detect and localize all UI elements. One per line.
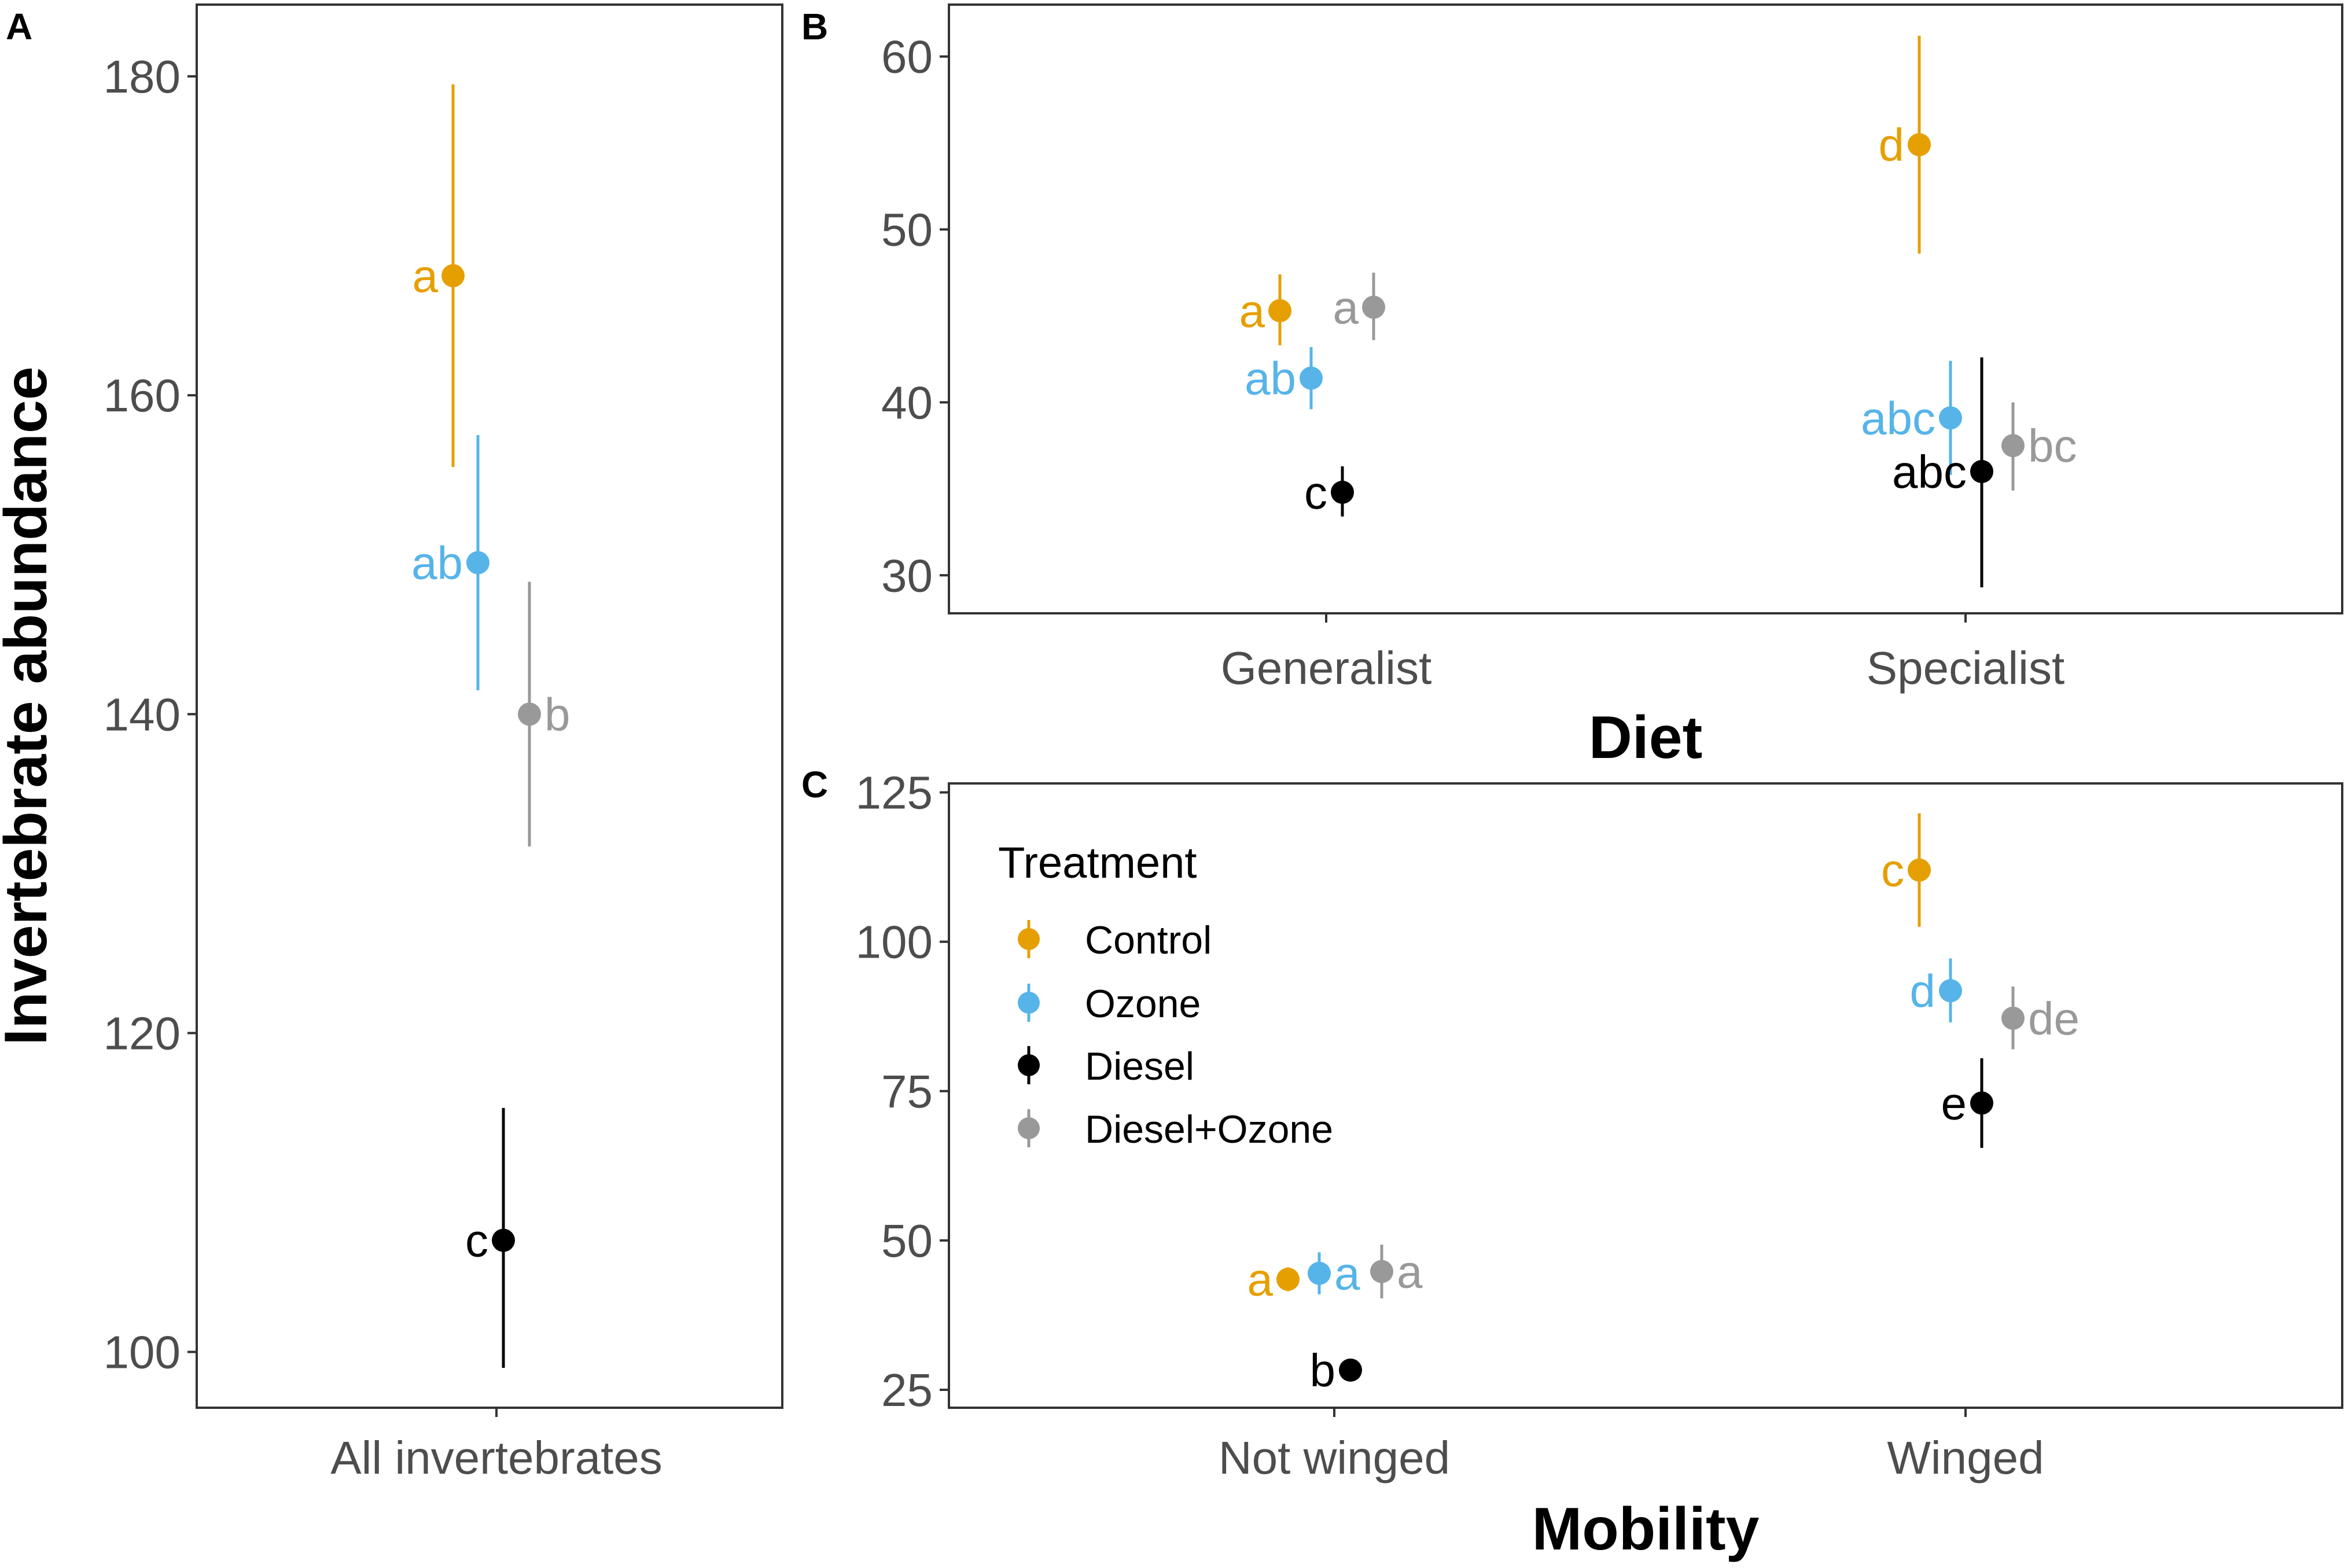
legend-item-control: Control — [1018, 918, 1212, 962]
panel-a-ozone-all-invertebrates-point — [466, 551, 490, 575]
legend-item-diesel-ozone: Diesel+Ozone — [1018, 1107, 1333, 1151]
panel-c-ozone-winged-point — [1939, 979, 1962, 1003]
panel-c-letter: C — [801, 764, 828, 805]
legend-swatch-diesel-ozone — [1018, 1117, 1040, 1139]
panel-b-diesel-specialist-sig-letter: abc — [1892, 446, 1967, 498]
panel-b-control-specialist-point — [1908, 133, 1931, 157]
panel-a-ozone-all-invertebrates-sig-letter: ab — [411, 537, 463, 588]
panel-c-control-winged-sig-letter: c — [1881, 845, 1904, 896]
panel-b-y-tick-label-50: 50 — [881, 204, 933, 256]
panel-b-letter: B — [801, 6, 828, 47]
panel-c-diesel-winged-sig-letter: e — [1941, 1077, 1967, 1129]
panel-c-control-winged-point — [1908, 858, 1931, 882]
panel-c-plot-area — [948, 782, 2343, 1409]
panel-c-diesel-not-winged-point — [1339, 1358, 1362, 1382]
panel-b-control-generalist-point — [1268, 299, 1291, 322]
panel-a-diesel-all-invertebrates-sig-letter: c — [465, 1215, 488, 1267]
panel-c-diesel-winged-point — [1970, 1091, 1993, 1115]
panel-b-y-tick-label-60: 60 — [881, 31, 933, 83]
panel-b-control-specialist-sig-letter: d — [1879, 119, 1905, 171]
panel-c-y-tick-label-50: 50 — [881, 1215, 933, 1267]
panel-c-x-tick-label-not-winged: Not winged — [1219, 1432, 1450, 1484]
panel-a-diesel-all-invertebrates-point — [492, 1228, 515, 1252]
panel-b-plot-area — [948, 3, 2343, 614]
panel-c-marks: 25 50 75 100 125 Not winged Winged a c a d b e a de — [856, 767, 2080, 1484]
panel-a-y-tick-label-100: 100 — [104, 1327, 181, 1378]
panel-b-y-tick-label-40: 40 — [881, 377, 933, 428]
panel-b-x-tick-label-specialist: Specialist — [1867, 642, 2064, 694]
panel-b-ozone-specialist-sig-letter: abc — [1861, 392, 1935, 444]
panel-a-marks: 100 120 140 160 180 All invertebrates a ab c b — [104, 51, 663, 1484]
panel-b-diesel-ozone-generalist-point — [1362, 296, 1385, 319]
panel-c-ozone-not-winged-point — [1308, 1261, 1331, 1285]
legend-label-diesel-ozone: Diesel+Ozone — [1085, 1107, 1333, 1151]
panel-b-ozone-generalist-sig-letter: ab — [1245, 353, 1296, 404]
legend-title: Treatment — [998, 838, 1197, 888]
panel-a-diesel-ozone-all-invertebrates-point — [518, 702, 541, 726]
panel-b-diesel-ozone-specialist-point — [2001, 434, 2025, 458]
panel-b-control-generalist-sig-letter: a — [1239, 285, 1265, 337]
panel-a-plot-area — [196, 3, 783, 1409]
panel-b-diesel-generalist-point — [1331, 480, 1354, 504]
panel-c-ozone-not-winged-sig-letter: a — [1334, 1248, 1360, 1300]
panel-c-control-not-winged-point — [1276, 1268, 1300, 1291]
panel-b-diesel-ozone-generalist-sig-letter: a — [1333, 282, 1359, 333]
panel-a-y-tick-label-180: 180 — [104, 51, 181, 102]
legend-label-control: Control — [1085, 918, 1212, 962]
panel-a-x-tick-label-all-invertebrates: All invertebrates — [330, 1432, 663, 1484]
panel-c-y-tick-label-100: 100 — [856, 916, 933, 968]
panel-a-diesel-ozone-all-invertebrates-sig-letter: b — [544, 689, 571, 740]
legend-item-ozone: Ozone — [1018, 982, 1201, 1026]
panel-b-ozone-specialist-point — [1939, 406, 1962, 430]
panel-c-control-not-winged-sig-letter: a — [1247, 1254, 1274, 1305]
panel-b-diesel-specialist-point — [1970, 459, 1993, 483]
panel-b-diesel-ozone-specialist-sig-letter: bc — [2028, 420, 2077, 472]
panel-b-y-tick-label-30: 30 — [881, 550, 933, 601]
panel-c-diesel-ozone-winged-sig-letter: de — [2028, 993, 2080, 1044]
panel-c-x-tick-label-winged: Winged — [1887, 1432, 2044, 1484]
panel-c-diesel-ozone-not-winged-sig-letter: a — [1397, 1246, 1423, 1298]
panel-a-control-all-invertebrates-sig-letter: a — [413, 250, 439, 301]
panel-b-x-tick-label-generalist: Generalist — [1221, 642, 1432, 694]
panel-c-y-tick-label-25: 25 — [881, 1364, 933, 1416]
legend-swatch-diesel — [1018, 1054, 1040, 1076]
panel-a: A Invertebrate abundance 100 120 140 160 180… — [0, 3, 783, 1484]
panel-c-y-tick-label-125: 125 — [856, 767, 933, 818]
legend: Treatment Control Ozone Diesel Diesel+Oz… — [998, 838, 1333, 1151]
panel-c-diesel-ozone-winged-point — [2001, 1006, 2025, 1030]
legend-label-ozone: Ozone — [1085, 982, 1201, 1026]
panel-b-ozone-generalist-point — [1300, 366, 1323, 390]
panel-c-y-tick-label-75: 75 — [881, 1066, 933, 1117]
legend-label-diesel: Diesel — [1085, 1044, 1194, 1088]
panel-a-y-tick-label-160: 160 — [104, 370, 181, 421]
panel-a-y-tick-label-140: 140 — [104, 689, 181, 740]
panel-a-control-all-invertebrates-point — [441, 264, 465, 288]
legend-item-diesel: Diesel — [1018, 1044, 1194, 1088]
panel-c-diesel-not-winged-sig-letter: b — [1310, 1345, 1336, 1396]
legend-swatch-control — [1018, 928, 1040, 950]
panel-a-y-tick-label-120: 120 — [104, 1007, 181, 1059]
panel-c-x-axis-title: Mobility — [1532, 1496, 1760, 1563]
panel-c: C Mobility 25 50 75 100 125 Not winged Winged a… — [801, 764, 2343, 1563]
panel-b-diesel-generalist-sig-letter: c — [1304, 467, 1327, 518]
panel-b-x-axis-title: Diet — [1589, 704, 1702, 771]
panel-c-ozone-winged-sig-letter: d — [1910, 965, 1936, 1017]
panel-a-y-axis-title: Invertebrate abundance — [0, 366, 60, 1045]
legend-swatch-ozone — [1018, 992, 1040, 1014]
panel-a-letter: A — [6, 6, 32, 47]
panel-c-diesel-ozone-not-winged-point — [1370, 1260, 1393, 1283]
